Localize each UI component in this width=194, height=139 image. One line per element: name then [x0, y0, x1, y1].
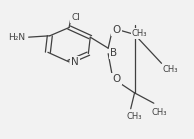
Text: H₂N: H₂N: [9, 33, 26, 42]
Text: CH₃: CH₃: [127, 112, 142, 121]
Text: CH₃: CH₃: [162, 65, 178, 74]
Text: CH₃: CH₃: [132, 29, 147, 38]
Text: CH₃: CH₃: [152, 108, 167, 117]
Text: Cl: Cl: [71, 13, 80, 22]
Text: O: O: [112, 74, 120, 84]
Text: N: N: [71, 57, 79, 67]
Text: O: O: [112, 25, 120, 35]
Text: B: B: [110, 48, 117, 58]
